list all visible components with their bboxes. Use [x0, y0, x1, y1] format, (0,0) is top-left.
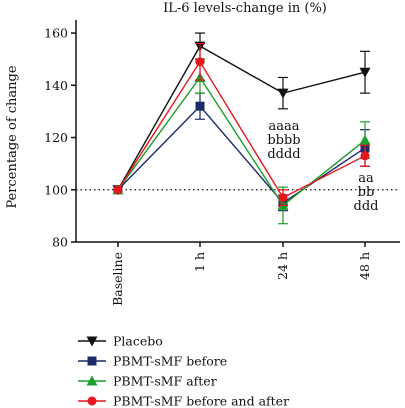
series-pbmt-smf-before: [113, 92, 370, 212]
series-line: [117, 76, 366, 207]
data-point: [277, 88, 289, 99]
x-tick-label: 24 h: [275, 252, 290, 280]
legend-item: Placebo: [78, 334, 163, 349]
y-ticks: 80 100 120 140 160: [44, 26, 76, 250]
series-line: [117, 60, 366, 199]
significance-label: aaaa: [268, 119, 299, 134]
legend-marker: [87, 396, 97, 406]
data-point: [113, 185, 123, 195]
series-line: [117, 45, 366, 191]
legend-marker: [87, 356, 97, 366]
significance-label: aa: [358, 171, 374, 186]
data-point: [278, 193, 288, 203]
data-point: [195, 57, 205, 67]
legend-label: PBMT-sMF before: [113, 354, 227, 369]
x-tick-label: Baseline: [110, 252, 125, 306]
legend-label: PBMT-sMF after: [113, 374, 217, 389]
legend-marker: [86, 375, 98, 386]
legend-item: PBMT-sMF after: [78, 374, 217, 389]
significance-label: dddd: [267, 147, 300, 162]
y-tick-label: 100: [44, 182, 68, 197]
legend-item: PBMT-sMF before: [78, 354, 227, 369]
series-line: [117, 105, 366, 204]
data-point: [359, 67, 371, 78]
data-series: [112, 32, 371, 225]
y-tick-label: 80: [52, 235, 68, 250]
data-point: [359, 134, 371, 145]
legend-item: PBMT-sMF before and after: [78, 394, 289, 408]
y-tick-label: 120: [44, 130, 68, 145]
x-ticks: Baseline 1 h 24 h 48 h: [110, 242, 372, 306]
data-point: [360, 151, 370, 161]
y-tick-label: 140: [44, 78, 68, 93]
chart-title: IL-6 levels-change in (%): [163, 1, 327, 16]
significance-label: bbbb: [267, 133, 300, 148]
x-tick-label: 48 h: [357, 252, 372, 280]
significance-label: bb: [358, 185, 375, 200]
legend-label: PBMT-sMF before and after: [113, 394, 289, 408]
series-pbmt-smf-before-and-after: [113, 42, 370, 207]
data-point: [195, 101, 205, 111]
series-pbmt-smf-after: [112, 61, 371, 225]
legend: Placebo PBMT-sMF before PBMT-sMF after PBMT…: [78, 334, 289, 408]
legend-label: Placebo: [113, 334, 163, 349]
y-axis-label: Percentage of change: [5, 65, 20, 208]
axes: [75, 20, 400, 243]
y-tick-label: 160: [44, 26, 68, 41]
legend-marker: [86, 336, 98, 347]
significance-label: ddd: [354, 199, 379, 214]
x-tick-label: 1 h: [192, 252, 207, 272]
